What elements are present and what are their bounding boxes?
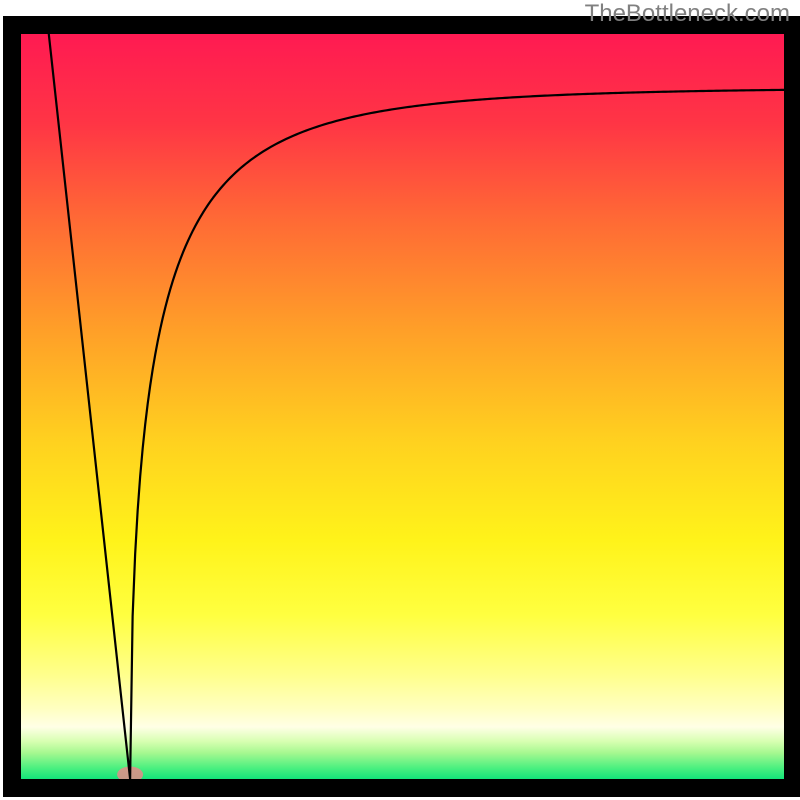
bottleneck-chart <box>0 0 800 800</box>
watermark-text: TheBottleneck.com <box>585 0 790 28</box>
chart-background-gradient <box>21 34 784 779</box>
